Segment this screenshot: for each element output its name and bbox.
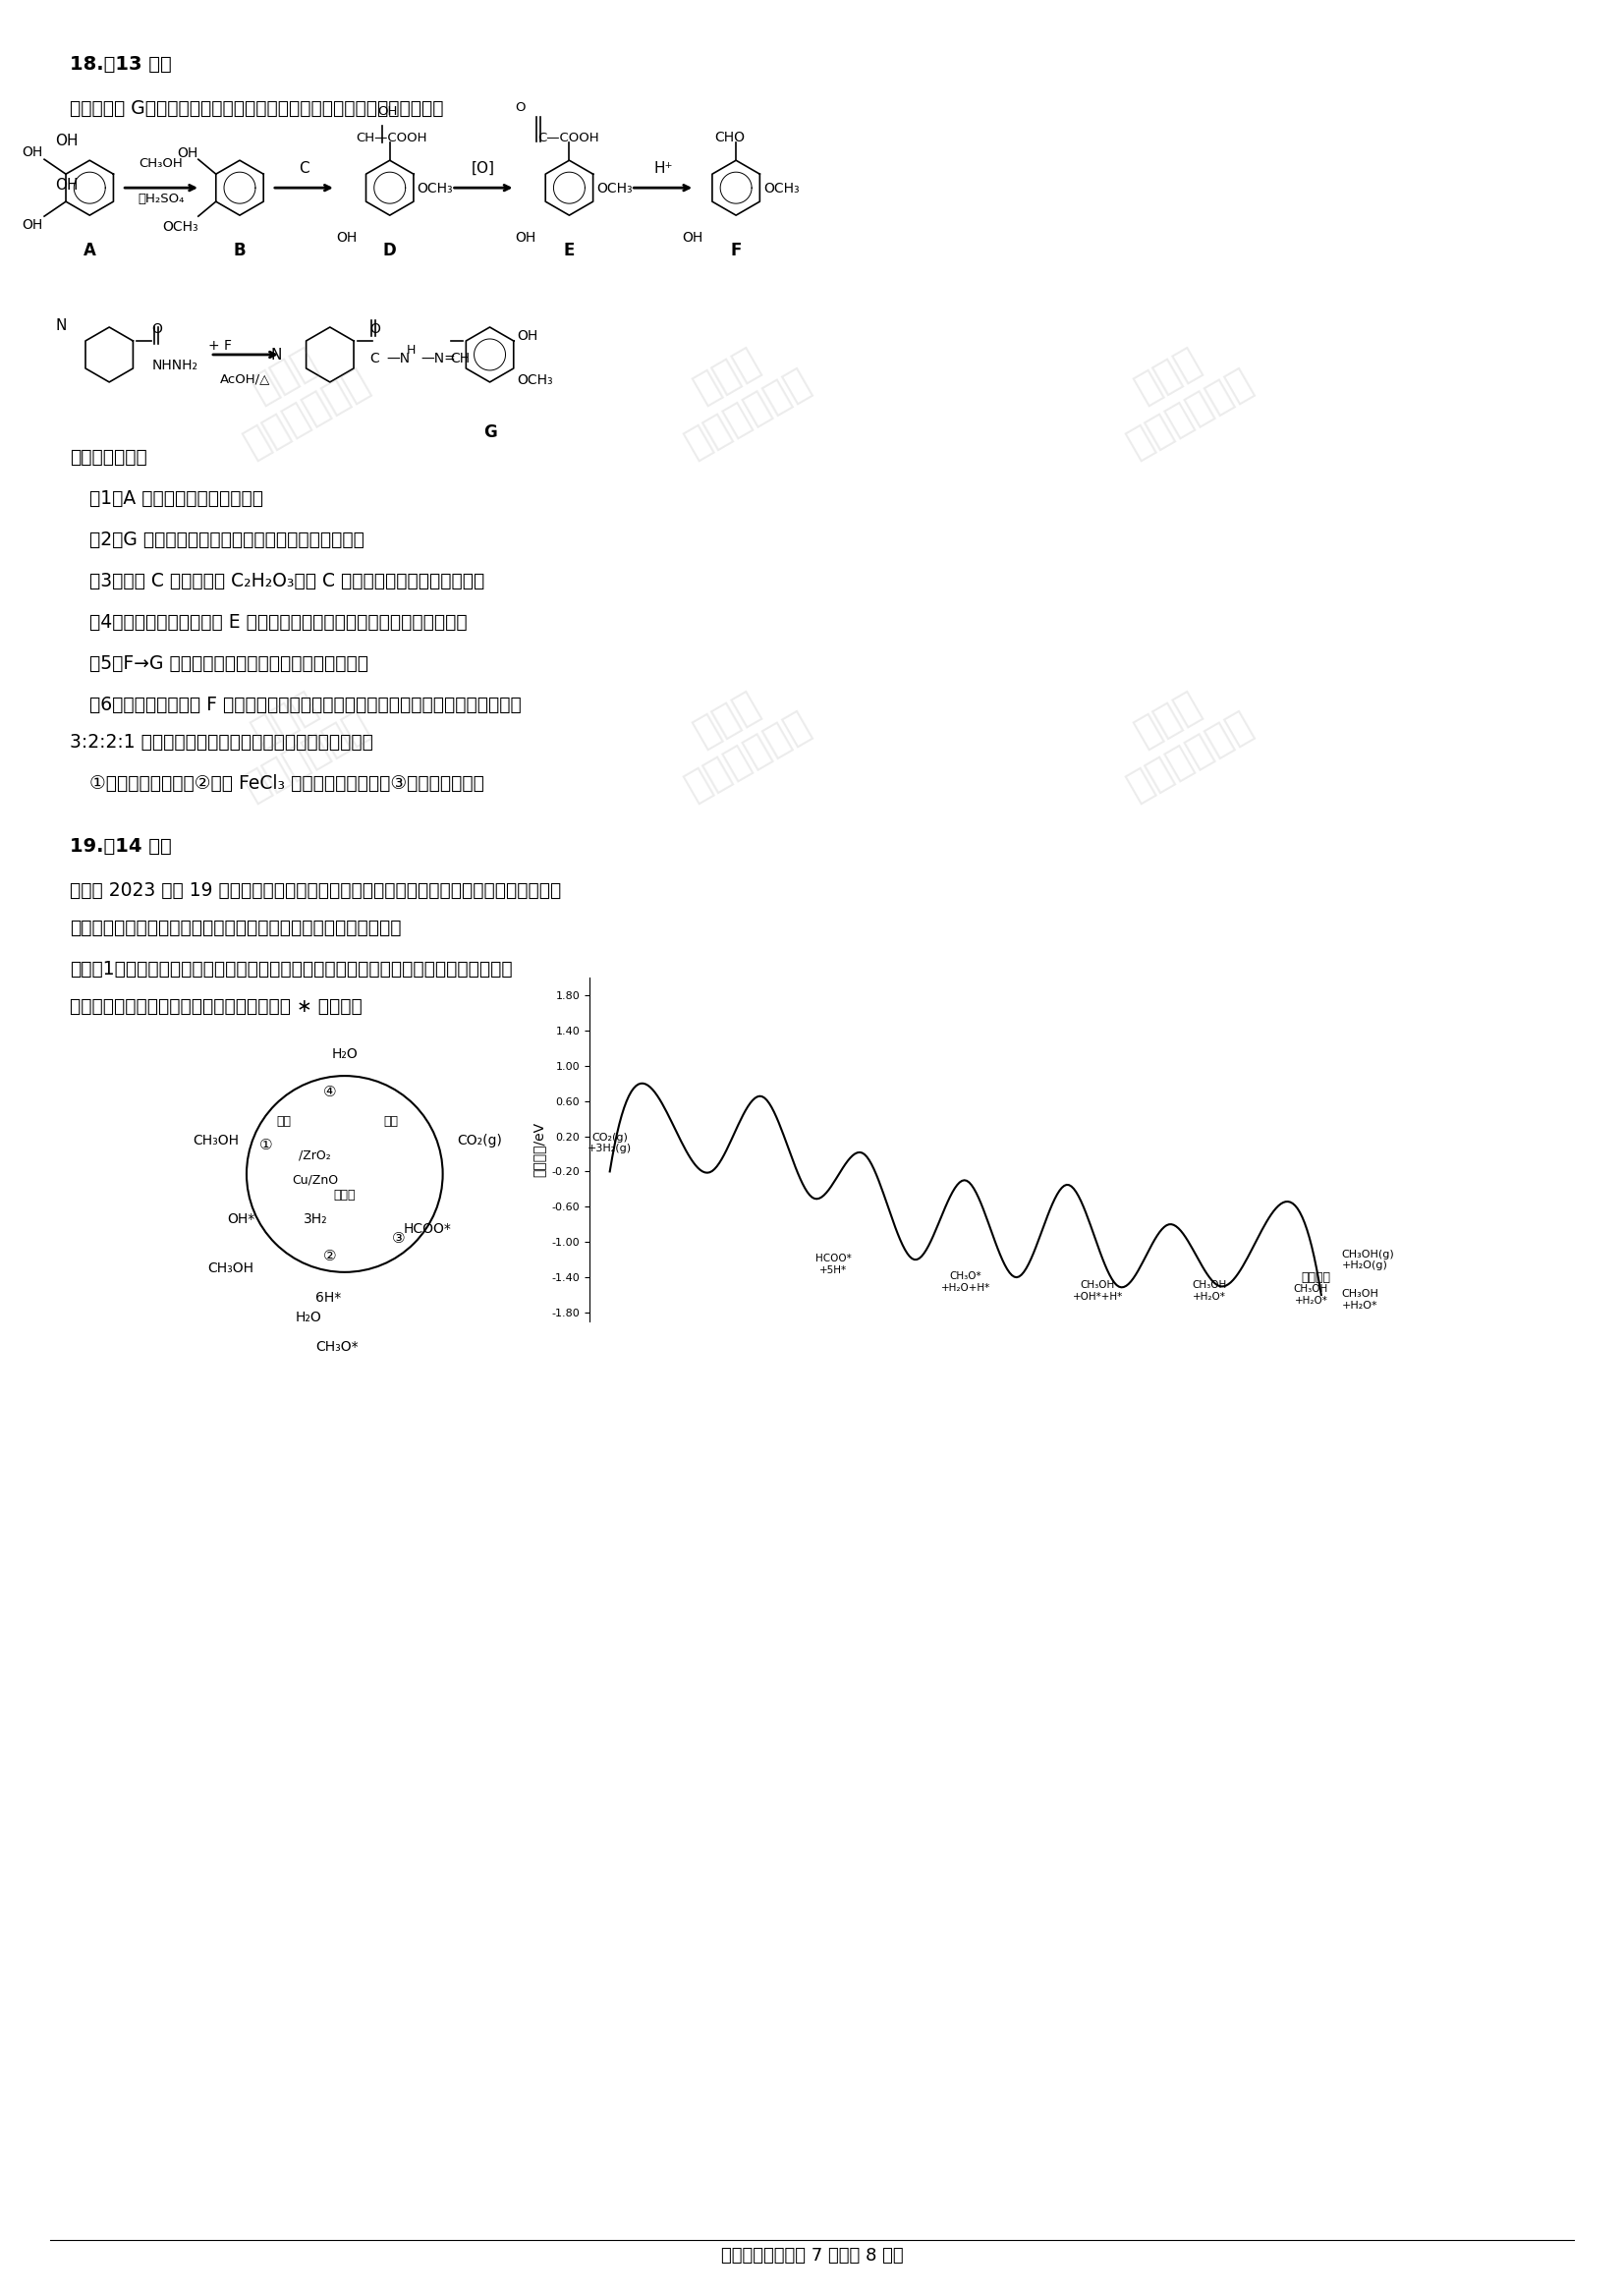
Text: 高三化学试卷　第 7 页（共 8 页）: 高三化学试卷 第 7 页（共 8 页） bbox=[721, 2247, 903, 2265]
Text: CH₃OH
+H₂O*: CH₃OH +H₂O* bbox=[1192, 1281, 1226, 1301]
Text: OH: OH bbox=[55, 133, 78, 149]
Text: 第一的
高考最新资料: 第一的 高考最新资料 bbox=[216, 668, 375, 806]
Text: OH*: OH* bbox=[227, 1212, 255, 1226]
Text: 3:2:2:1 的结构简式为＿＿＿＿＿＿＿＿（任写一种）。: 3:2:2:1 的结构简式为＿＿＿＿＿＿＿＿（任写一种）。 bbox=[70, 732, 374, 750]
Text: O: O bbox=[369, 321, 380, 335]
Text: O: O bbox=[515, 101, 526, 115]
Text: NHNH₂: NHNH₂ bbox=[151, 358, 198, 372]
Text: —N: —N bbox=[387, 351, 411, 365]
Text: D: D bbox=[383, 241, 396, 259]
Text: H₂O: H₂O bbox=[331, 1047, 357, 1060]
Text: 吸附: 吸附 bbox=[383, 1115, 398, 1127]
Text: C: C bbox=[369, 351, 378, 365]
Text: （5）F→G 的化学方程式可表示为：＿＿＿＿＿＿。: （5）F→G 的化学方程式可表示为：＿＿＿＿＿＿。 bbox=[89, 654, 369, 672]
Text: 第一的
高考最新资料: 第一的 高考最新资料 bbox=[1098, 668, 1259, 806]
Text: HCOO*
+5H*: HCOO* +5H* bbox=[815, 1253, 851, 1274]
Text: CHO: CHO bbox=[715, 131, 745, 145]
Text: ④: ④ bbox=[323, 1086, 336, 1099]
Text: E: E bbox=[564, 241, 575, 259]
Text: C—COOH: C—COOH bbox=[538, 131, 599, 145]
Text: H⁺: H⁺ bbox=[653, 161, 672, 177]
Text: CH₃OH
+OH*+H*: CH₃OH +OH*+H* bbox=[1072, 1281, 1122, 1301]
Text: （4）能够快速、精确测定 E 的相对分子质量的物理方法是＿＿＿＿＿＿。: （4）能够快速、精确测定 E 的相对分子质量的物理方法是＿＿＿＿＿＿。 bbox=[89, 613, 468, 631]
Text: OH: OH bbox=[518, 328, 538, 342]
Text: OCH₃: OCH₃ bbox=[596, 181, 633, 195]
Text: ①是芳香族化合物　②能与 FeCl₃ 溶液发生显色反应　③能发生水解反应: ①是芳香族化合物 ②能与 FeCl₃ 溶液发生显色反应 ③能发生水解反应 bbox=[89, 773, 484, 792]
Text: 6H*: 6H* bbox=[315, 1290, 341, 1304]
Text: ②: ② bbox=[323, 1248, 336, 1265]
Text: 在 2023 年第 19 届杭州亚运会上，主火炬塔的燃料首次使用废碳再生的绿色甲醇，实现: 在 2023 年第 19 届杭州亚运会上，主火炬塔的燃料首次使用废碳再生的绿色甲… bbox=[70, 881, 562, 900]
Text: （2）G 中含氧官能团的名称是羟基、＿＿＿＿＿＿。: （2）G 中含氧官能团的名称是羟基、＿＿＿＿＿＿。 bbox=[89, 530, 365, 549]
Text: OH: OH bbox=[378, 106, 398, 117]
Text: 第一的
高考最新资料: 第一的 高考最新资料 bbox=[1098, 324, 1259, 464]
Text: 催化剂: 催化剂 bbox=[333, 1189, 356, 1203]
Text: OH: OH bbox=[682, 232, 703, 246]
Text: N: N bbox=[55, 319, 67, 333]
Text: OH: OH bbox=[336, 232, 357, 246]
Text: （1）常温常压下利用铜基催化剂实现二氧化碳选择性加氢制甲醇的反应机理和能量变: （1）常温常压下利用铜基催化剂实现二氧化碳选择性加氢制甲醇的反应机理和能量变 bbox=[70, 959, 513, 978]
Text: 19.（14 分）: 19.（14 分） bbox=[70, 838, 172, 856]
Text: （6）符合下列条件的 F 的同分异构体有＿＿＿种，其中核磁共振氢谱中峰面积之比为: （6）符合下列条件的 F 的同分异构体有＿＿＿种，其中核磁共振氢谱中峰面积之比为 bbox=[89, 695, 521, 714]
Text: CH—COOH: CH—COOH bbox=[356, 131, 427, 145]
Text: 浓H₂SO₄: 浓H₂SO₄ bbox=[138, 193, 185, 207]
Text: 第一的
高考最新资料: 第一的 高考最新资料 bbox=[216, 324, 375, 464]
Text: CH₃OH(g)
+H₂O(g): CH₃OH(g) +H₂O(g) bbox=[1341, 1248, 1395, 1271]
Text: AcOH/△: AcOH/△ bbox=[221, 372, 271, 386]
Text: CH₃O*
+H₂O+H*: CH₃O* +H₂O+H* bbox=[940, 1271, 991, 1292]
Text: OH: OH bbox=[21, 145, 42, 158]
Text: OH: OH bbox=[55, 179, 78, 193]
Text: CH₃OH: CH₃OH bbox=[208, 1262, 253, 1276]
Text: CH₃OH
+H₂O*: CH₃OH +H₂O* bbox=[1294, 1285, 1328, 1306]
Text: /ZrO₂: /ZrO₂ bbox=[299, 1150, 331, 1161]
Text: OCH₃: OCH₃ bbox=[162, 220, 198, 234]
Text: H: H bbox=[406, 344, 416, 356]
Text: HCOO*: HCOO* bbox=[403, 1221, 451, 1235]
Text: F: F bbox=[731, 241, 742, 259]
Text: CO₂(g): CO₂(g) bbox=[458, 1134, 502, 1148]
Text: 循环内的零排放，这也是首次在大型体育赛事上使用这种绿色燃料。: 循环内的零排放，这也是首次在大型体育赛事上使用这种绿色燃料。 bbox=[70, 918, 401, 939]
Text: 回答下列问题：: 回答下列问题： bbox=[70, 448, 148, 466]
Text: 化合物 G（异烟肼）是抗结核病药的主要成分，其合成路线如图所示：: 化合物 G（异烟肼）是抗结核病药的主要成分，其合成路线如图所示： bbox=[70, 99, 443, 117]
Text: N: N bbox=[271, 349, 283, 363]
Text: G: G bbox=[482, 422, 497, 441]
Text: OCH₃: OCH₃ bbox=[518, 374, 554, 388]
Y-axis label: 相对能量/eV: 相对能量/eV bbox=[533, 1122, 546, 1177]
Text: 第一的
高考最新资料: 第一的 高考最新资料 bbox=[658, 668, 817, 806]
Text: CH₃OH: CH₃OH bbox=[140, 158, 184, 170]
Text: CH₃OH: CH₃OH bbox=[193, 1134, 239, 1148]
Text: ③: ③ bbox=[391, 1230, 404, 1246]
Text: 脱附: 脱附 bbox=[276, 1115, 291, 1127]
Text: Cu/ZnO: Cu/ZnO bbox=[292, 1175, 338, 1187]
Text: B: B bbox=[234, 241, 245, 259]
Text: OCH₃: OCH₃ bbox=[763, 181, 799, 195]
Text: CH₃OH
+H₂O*: CH₃OH +H₂O* bbox=[1341, 1290, 1379, 1310]
Text: —N=: —N= bbox=[421, 351, 456, 365]
Text: OH: OH bbox=[21, 218, 42, 232]
Text: [O]: [O] bbox=[471, 161, 495, 177]
Text: （1）A 的名称为＿＿＿＿＿＿。: （1）A 的名称为＿＿＿＿＿＿。 bbox=[89, 489, 263, 507]
Text: CH: CH bbox=[450, 351, 471, 365]
Text: OH: OH bbox=[177, 147, 198, 161]
Text: + F: + F bbox=[208, 340, 232, 353]
Text: OH: OH bbox=[515, 232, 536, 246]
Text: （3）已知 C 的分子式为 C₂H₂O₃，则 C 的结构简式为＿＿＿＿＿＿。: （3）已知 C 的分子式为 C₂H₂O₃，则 C 的结构简式为＿＿＿＿＿＿。 bbox=[89, 571, 486, 590]
Text: H₂O: H₂O bbox=[296, 1310, 322, 1324]
Text: CO₂(g)
+3H₂(g): CO₂(g) +3H₂(g) bbox=[588, 1134, 632, 1154]
Text: A: A bbox=[83, 241, 96, 259]
Text: 反应历程: 反应历程 bbox=[1301, 1271, 1330, 1283]
Text: 18.（13 分）: 18.（13 分） bbox=[70, 55, 172, 73]
Text: O: O bbox=[151, 321, 162, 335]
Text: OCH₃: OCH₃ bbox=[417, 181, 453, 195]
Text: ①: ① bbox=[260, 1138, 273, 1152]
Text: CH₃O*: CH₃O* bbox=[315, 1340, 357, 1354]
Text: 第一的
高考最新资料: 第一的 高考最新资料 bbox=[658, 324, 817, 464]
Text: 3H₂: 3H₂ bbox=[304, 1212, 328, 1226]
Text: 化图如下（其中吸附在催化剂表面上的粒子用 ∗ 标注）。: 化图如下（其中吸附在催化剂表面上的粒子用 ∗ 标注）。 bbox=[70, 998, 362, 1017]
Text: C: C bbox=[299, 161, 309, 177]
